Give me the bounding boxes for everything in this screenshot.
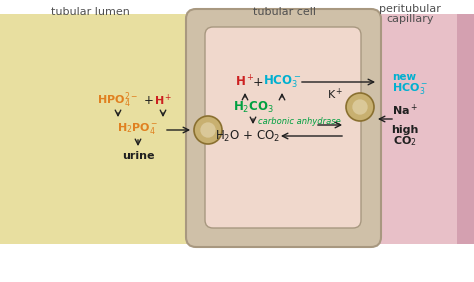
Text: Na$^+$: Na$^+$ bbox=[392, 102, 418, 118]
FancyBboxPatch shape bbox=[205, 27, 361, 228]
Text: CO$_2$: CO$_2$ bbox=[393, 134, 417, 148]
Text: high: high bbox=[392, 125, 419, 135]
Bar bbox=[0, 14, 218, 244]
FancyBboxPatch shape bbox=[186, 9, 381, 247]
Bar bbox=[363, 14, 474, 244]
Text: HPO$_4^{2-}$: HPO$_4^{2-}$ bbox=[98, 90, 138, 110]
Text: H$_2$O $+$ CO$_2$: H$_2$O $+$ CO$_2$ bbox=[216, 128, 281, 144]
Text: peritubular: peritubular bbox=[379, 4, 441, 14]
Bar bbox=[363, 14, 379, 244]
Circle shape bbox=[194, 116, 222, 144]
Text: H$^+$: H$^+$ bbox=[154, 92, 172, 108]
Text: carbonic anhydrase: carbonic anhydrase bbox=[258, 118, 341, 127]
Text: HCO$_3^-$: HCO$_3^-$ bbox=[263, 74, 301, 90]
Text: $+$: $+$ bbox=[143, 94, 153, 107]
Text: HCO$_3^-$: HCO$_3^-$ bbox=[392, 80, 428, 96]
Text: $+$: $+$ bbox=[252, 76, 264, 89]
Text: capillary: capillary bbox=[386, 14, 434, 24]
Circle shape bbox=[346, 93, 374, 121]
Text: K$^+$: K$^+$ bbox=[327, 86, 343, 102]
Text: urine: urine bbox=[122, 151, 154, 161]
Text: new: new bbox=[392, 72, 416, 82]
Circle shape bbox=[201, 122, 216, 138]
Text: tubular cell: tubular cell bbox=[254, 7, 317, 17]
Text: tubular lumen: tubular lumen bbox=[51, 7, 129, 17]
Text: H$^+$: H$^+$ bbox=[235, 74, 255, 90]
Bar bbox=[457, 14, 474, 244]
Text: H$_2$CO$_3$: H$_2$CO$_3$ bbox=[233, 100, 273, 114]
Circle shape bbox=[352, 99, 368, 115]
Text: H$_2$PO$_4^-$: H$_2$PO$_4^-$ bbox=[117, 120, 159, 135]
